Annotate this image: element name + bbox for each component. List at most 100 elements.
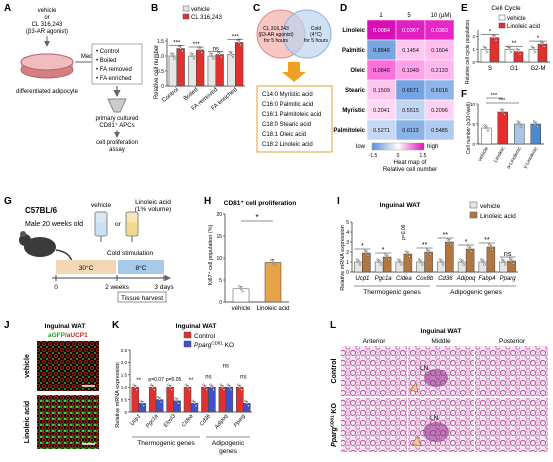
- venn-right-label: Cold: [311, 26, 322, 32]
- data-point: [419, 260, 422, 264]
- heatmap-value: 0.2041: [373, 108, 390, 114]
- data-point: [221, 386, 224, 389]
- data-point: [462, 263, 465, 266]
- legend-label: vehicle: [480, 203, 501, 210]
- data-point: [536, 125, 539, 128]
- x-tick-label: Ucp1: [355, 276, 369, 282]
- data-point: [486, 129, 489, 132]
- data-point: [386, 255, 389, 259]
- bar: [486, 246, 496, 273]
- data-point: [239, 287, 243, 290]
- x-tick-label: α-Linolenic: [506, 146, 524, 170]
- x-tick-label: Adipoq: [456, 276, 476, 282]
- media-item: • FA enriched: [96, 76, 131, 82]
- histology-image: [341, 398, 407, 452]
- dish-label-line: CL 316,243: [32, 22, 63, 28]
- heatmap-cell: [424, 119, 455, 141]
- data-point: [181, 49, 184, 53]
- data-point: [405, 250, 408, 253]
- ln-label: LN: [430, 415, 439, 422]
- data-point: [191, 54, 194, 58]
- significance-label: **: [443, 232, 449, 239]
- y-tick-label: 2: [472, 34, 475, 39]
- fatty-acid-item: C16:0 Palmitic acid: [262, 102, 313, 108]
- bar: [514, 123, 525, 145]
- data-point: [365, 251, 368, 255]
- tissue-harvest-box: [117, 291, 167, 303]
- bar: [528, 48, 539, 63]
- x-tick-label: Fabp4: [478, 276, 496, 282]
- data-point: [518, 122, 521, 126]
- superscript: CD81: [330, 415, 335, 427]
- data-point: [212, 57, 215, 60]
- timeline-label: 0: [54, 284, 58, 291]
- bar: [504, 48, 515, 63]
- data-point: [440, 260, 443, 264]
- data-point: [489, 245, 492, 249]
- heatmap-value: 0.6113: [402, 128, 418, 134]
- panel-d: D 1 5 10 (μM) Linoleic 0.0084 0.0367 0.0383…: [333, 3, 455, 173]
- ln-label: LN: [420, 365, 429, 372]
- y-tick-label: 1.0: [157, 54, 164, 60]
- venn-left-label: for 5 hours: [264, 38, 288, 44]
- y-tick-label: 5: [219, 278, 222, 284]
- data-point: [533, 120, 536, 123]
- y-tick-label: 0.5: [157, 69, 164, 75]
- data-point: [191, 399, 194, 402]
- data-point: [491, 248, 494, 251]
- panel-l: L Inguinal WAT Anterior Middle Posterior…: [330, 320, 548, 452]
- histology-image: [341, 346, 407, 396]
- significance-label: *: [361, 243, 364, 250]
- significance-label: ***: [232, 35, 240, 41]
- y-tick-label: 5: [346, 220, 349, 226]
- bar: [437, 261, 446, 273]
- heatmap-caption: Heat map of: [394, 160, 427, 166]
- data-point: [358, 263, 362, 266]
- legend-swatch: [469, 211, 478, 219]
- data-point: [481, 260, 484, 264]
- data-point: [202, 383, 205, 386]
- data-point: [446, 238, 449, 241]
- dish-label-line: (β3-AR agonist): [26, 29, 68, 35]
- y-axis-label: Cell number (x10⁴/well): [466, 102, 472, 154]
- bar: [480, 48, 491, 63]
- data-point: [142, 404, 145, 407]
- legend-label: Linoleic acid: [507, 24, 540, 30]
- y-tick-label: 0: [346, 270, 349, 276]
- chart-title: Inguinal WAT: [45, 323, 86, 330]
- data-point: [400, 263, 403, 266]
- y-axis-label: Relative cell number: [154, 45, 160, 99]
- y-axis-label: Relative mRNA expression: [340, 225, 346, 290]
- cells-label: CD81⁺ APCs: [99, 122, 134, 129]
- panel-letter: C: [253, 3, 260, 14]
- data-point: [228, 386, 231, 389]
- legend-swatch: [498, 14, 506, 21]
- data-point: [504, 263, 507, 266]
- data-point: [519, 125, 522, 128]
- row-label: PpargCD81 KO: [330, 403, 339, 447]
- data-point: [156, 396, 160, 399]
- y-tick-label: 0: [472, 142, 475, 147]
- panel-letter: D: [340, 3, 347, 14]
- y-tick-label: 1.5: [121, 373, 128, 378]
- significance-label: *: [537, 36, 540, 42]
- data-point: [516, 120, 519, 123]
- x-tick-label: vehicle: [477, 146, 490, 163]
- data-point: [366, 254, 370, 257]
- data-point: [378, 260, 381, 264]
- x-tick-label: Elovl3: [163, 413, 178, 429]
- significance-label: ns: [240, 375, 246, 381]
- data-point: [483, 263, 486, 266]
- data-point: [229, 388, 233, 391]
- bar: [513, 51, 524, 63]
- data-point: [397, 258, 400, 261]
- data-point: [408, 255, 411, 258]
- panel-letter: J: [4, 320, 10, 331]
- x-tick-label: G2-M: [531, 66, 546, 72]
- column-label: Posterior: [499, 338, 526, 345]
- data-point: [194, 404, 198, 407]
- y-tick-label: 2: [346, 250, 349, 256]
- legend-label: vehicle: [507, 16, 526, 22]
- media-item: • Control: [96, 49, 119, 55]
- heatmap-row-label: Linoleic: [342, 28, 365, 34]
